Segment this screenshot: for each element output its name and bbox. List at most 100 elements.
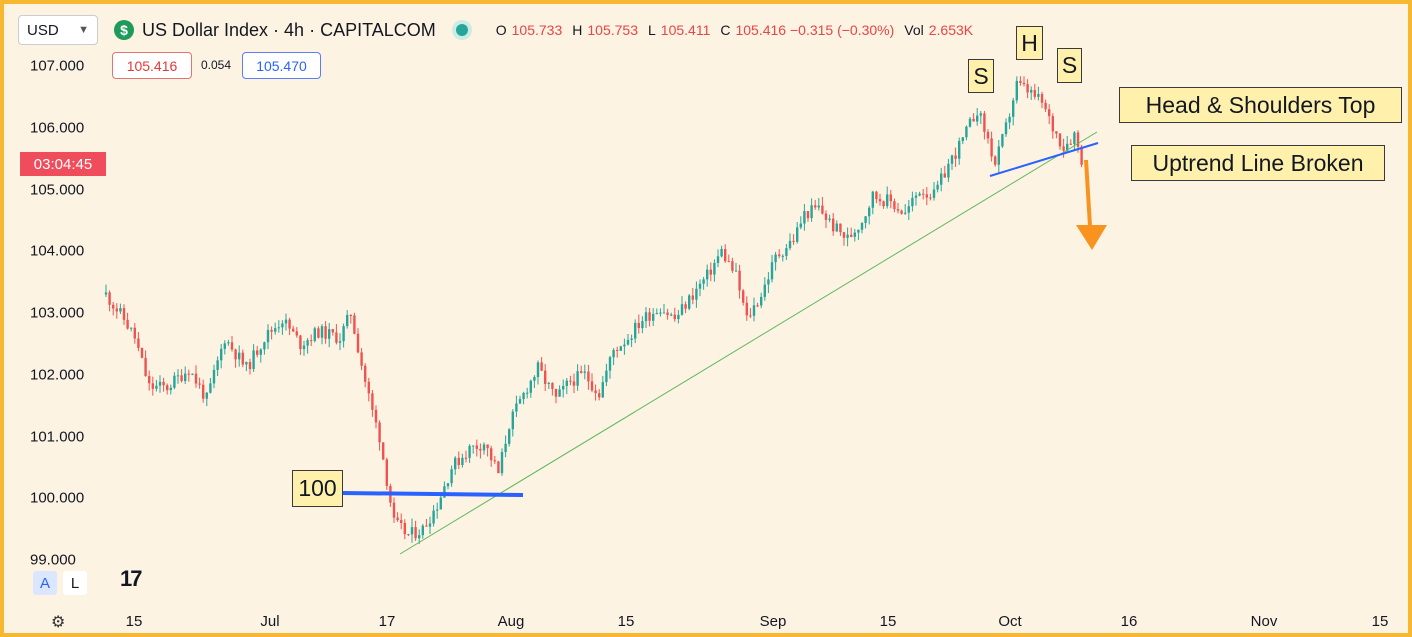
candle [896, 203, 900, 214]
candle [144, 350, 147, 377]
candle [882, 200, 885, 209]
candle [1022, 76, 1026, 87]
candle [688, 294, 691, 311]
candle [1051, 113, 1054, 139]
candle [155, 379, 158, 392]
ask-price-button[interactable]: 105.470 [242, 52, 321, 79]
candle [576, 364, 579, 391]
candle [371, 389, 374, 417]
candle [551, 382, 554, 396]
candle [587, 364, 590, 390]
candle [932, 182, 936, 201]
high-key: H [572, 22, 583, 38]
level-100-label[interactable]: 100 [292, 470, 343, 507]
candle [482, 442, 486, 455]
candle [374, 405, 378, 429]
candle [670, 312, 673, 317]
left-shoulder-label[interactable]: S [968, 59, 994, 93]
candle [824, 210, 828, 229]
x-tick-label: Sep [759, 613, 787, 630]
y-tick-label: 103.000 [30, 304, 85, 322]
y-tick-label: 100.000 [30, 489, 85, 507]
candle [180, 369, 183, 383]
x-tick-label: Jul [260, 613, 280, 630]
candle [889, 189, 892, 209]
down-arrow[interactable] [1076, 159, 1107, 250]
currency-select[interactable]: USD ▼ [18, 15, 98, 45]
candle [198, 377, 201, 389]
neckline[interactable] [989, 142, 1099, 177]
candle [220, 343, 223, 369]
candle [313, 326, 316, 343]
candle [662, 303, 666, 314]
uptrend-line[interactable] [399, 131, 1098, 555]
candle [194, 365, 198, 388]
candle [270, 326, 273, 340]
candle [900, 209, 903, 215]
candle [266, 324, 270, 350]
candle [227, 339, 230, 346]
candle [774, 251, 777, 271]
level-100-line[interactable] [341, 491, 524, 497]
candle [810, 198, 813, 222]
candle [630, 334, 633, 347]
candle [846, 227, 849, 247]
candle [756, 302, 759, 308]
candle [929, 193, 932, 201]
candle [317, 326, 320, 339]
candle [1058, 133, 1062, 150]
candle [148, 370, 151, 391]
pattern-label[interactable]: Head & Shoulders Top [1119, 87, 1402, 123]
right-shoulder-label[interactable]: S [1057, 48, 1082, 83]
candle [1073, 130, 1076, 151]
x-tick-label: 15 [617, 613, 635, 630]
bid-price-button[interactable]: 105.416 [112, 52, 192, 79]
candle [706, 264, 709, 287]
candle [954, 147, 957, 167]
candle [349, 314, 352, 324]
candle [558, 385, 561, 397]
candle [752, 297, 756, 322]
candle [1044, 99, 1047, 112]
candle [184, 366, 187, 385]
candle [976, 108, 979, 126]
candle [943, 165, 946, 178]
candle [288, 317, 291, 336]
candle [544, 364, 547, 391]
candle [245, 361, 248, 372]
candle [623, 338, 626, 355]
candle [360, 348, 363, 371]
candle [158, 375, 162, 393]
candle [612, 348, 615, 366]
candle [335, 324, 338, 345]
candle [119, 303, 122, 315]
symbol-title[interactable]: US Dollar Index · 4h · CAPITALCOM [142, 19, 436, 40]
candle [403, 519, 406, 540]
candle [464, 450, 468, 463]
candle [961, 137, 964, 145]
candle [666, 308, 669, 320]
candle [720, 245, 723, 258]
log-scale-button[interactable]: L [63, 571, 87, 595]
y-tick-label: 105.000 [30, 181, 85, 198]
candle [1008, 113, 1011, 130]
candle [385, 457, 388, 490]
candle [590, 373, 594, 393]
settings-icon[interactable]: ⚙ [51, 614, 66, 631]
candle [475, 439, 478, 457]
candle [698, 279, 702, 297]
candle [432, 505, 435, 527]
candle [104, 284, 108, 298]
candle [760, 292, 763, 309]
candle [421, 523, 424, 539]
y-tick-label: 101.000 [30, 428, 85, 445]
candle [680, 296, 684, 316]
head-label[interactable]: H [1016, 26, 1043, 60]
candle [547, 381, 550, 389]
break-label[interactable]: Uptrend Line Broken [1131, 145, 1385, 181]
candle [958, 137, 961, 165]
candle [637, 314, 640, 334]
candle [914, 191, 918, 206]
candle [1033, 83, 1036, 100]
auto-scale-button[interactable]: A [33, 571, 57, 595]
